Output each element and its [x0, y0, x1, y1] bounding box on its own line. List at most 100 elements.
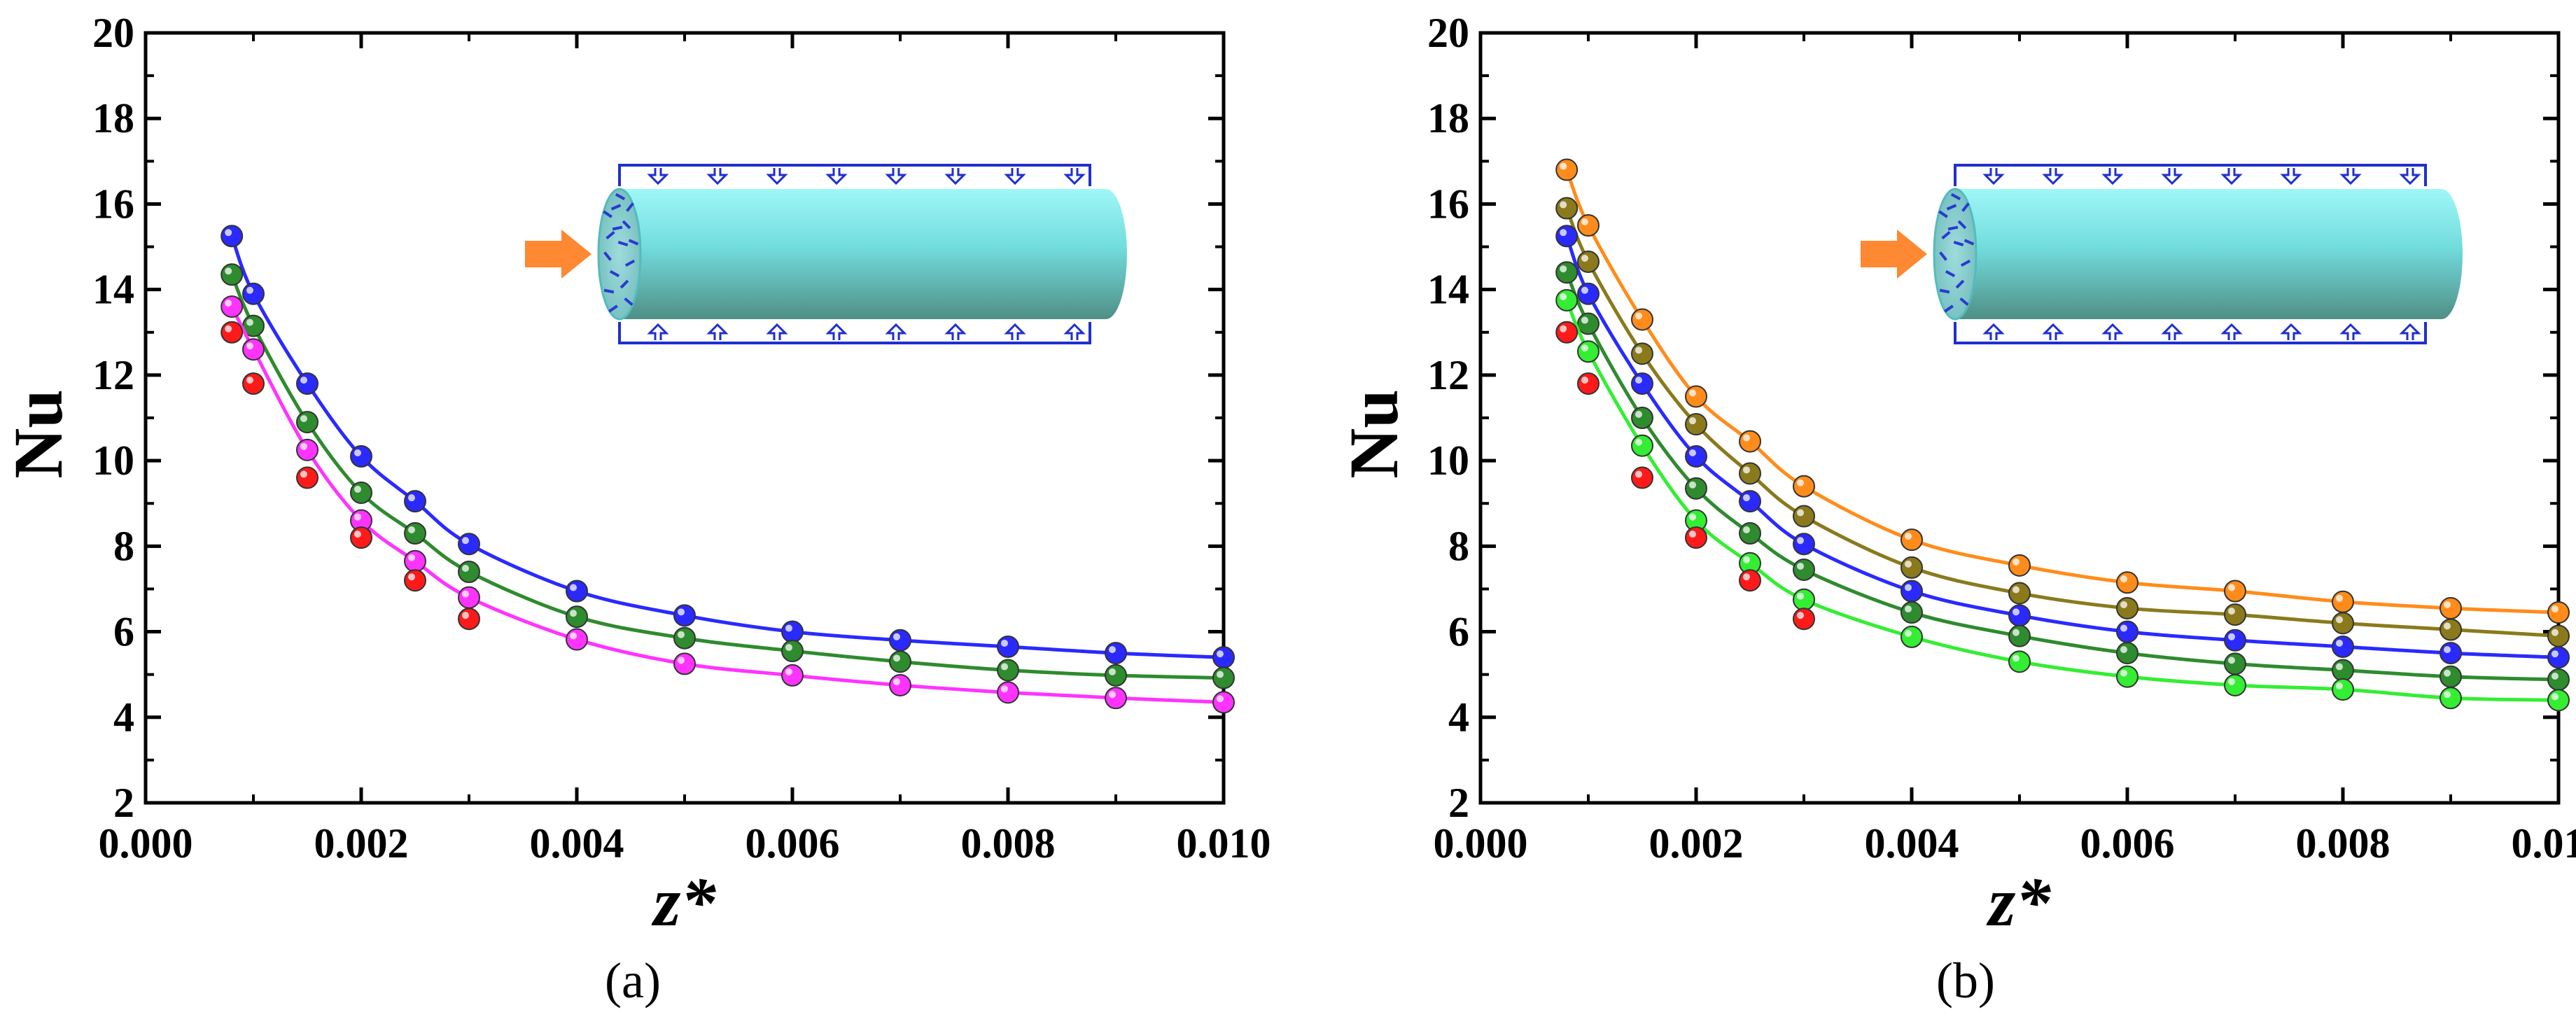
y-tick-label: 14 [1427, 267, 1469, 313]
data-point-highlight-green [1797, 562, 1804, 570]
data-point-highlight-blue [785, 624, 792, 632]
data-point-olive [2116, 596, 2138, 619]
data-point-highlight-olive [1689, 417, 1696, 425]
data-point-highlight-green [678, 631, 685, 638]
data-point-highlight-lime [1635, 438, 1642, 446]
data-point-blue [1631, 372, 1653, 395]
data-point-red [404, 569, 426, 592]
particle-mark [1953, 241, 1964, 246]
heat-flux-arrow-icon [2339, 168, 2362, 185]
particle-mark [612, 225, 623, 231]
data-point-highlight-olive [2120, 601, 2127, 608]
data-point-olive [1631, 342, 1653, 365]
particle-mark [1955, 279, 1965, 289]
data-point-green [1900, 601, 1923, 624]
particle-mark [615, 192, 626, 201]
data-point-highlight-olive [1581, 254, 1588, 262]
y-axis-title: Nu [0, 389, 77, 479]
particle-mark [624, 259, 636, 267]
data-point-highlight-olive [1635, 346, 1642, 354]
data-point-blue [1900, 580, 1923, 603]
data-point-highlight-orange [2012, 558, 2019, 566]
heat-flux-arrow-icon [2220, 168, 2243, 185]
data-point-highlight-lime [1689, 513, 1696, 521]
data-point-olive [1793, 505, 1815, 528]
data-point-highlight-orange [1635, 312, 1642, 320]
y-tick-label: 10 [1427, 437, 1469, 484]
data-point-highlight-magenta [785, 668, 792, 675]
heat-flux-arrow-icon [825, 168, 848, 185]
data-point-highlight-green [408, 526, 415, 533]
heat-flux-arrow-icon [706, 323, 729, 340]
data-point-green [404, 522, 426, 545]
data-point-highlight-blue [2012, 608, 2019, 616]
top-flux-bracket [1954, 164, 2427, 186]
data-point-blue [1793, 533, 1815, 556]
cylinder-body [1955, 189, 2463, 319]
data-point-magenta [997, 681, 1019, 704]
heat-flux-arrow-icon [1004, 168, 1026, 185]
particle-mark [1939, 251, 1947, 261]
y-axis-title: Nu [1335, 389, 1413, 479]
x-tick-label: 0.008 [961, 820, 1056, 867]
particle-mark [1946, 204, 1957, 211]
data-point-highlight-orange [1560, 162, 1567, 170]
data-point-blue [2224, 629, 2246, 652]
data-point-highlight-orange [1905, 533, 1912, 540]
data-point-lime [1631, 434, 1653, 457]
heat-flux-arrows-bottom [1982, 323, 2421, 340]
data-point-highlight-blue [300, 377, 307, 384]
data-point-green [458, 561, 480, 583]
data-point-highlight-red [1560, 325, 1567, 332]
data-point-orange [2116, 571, 2138, 594]
data-point-magenta [242, 338, 265, 361]
particle-mark [628, 239, 639, 246]
data-point-highlight-orange [2336, 594, 2343, 602]
axis-ticks [144, 31, 1226, 805]
data-point-highlight-green [1689, 481, 1696, 489]
y-tick-label: 18 [92, 95, 134, 141]
data-point-highlight-green [2552, 673, 2558, 680]
data-point-lime [1900, 625, 1923, 648]
data-point-highlight-green [2120, 646, 2127, 654]
heat-flux-arrow-icon [1004, 323, 1026, 340]
series-line-lime [1564, 299, 2559, 702]
x-tick-label: 0.010 [1177, 820, 1271, 867]
particle-mark [617, 241, 629, 246]
x-tick-label: 0.006 [746, 820, 840, 867]
data-point-blue [1105, 642, 1127, 665]
y-tick-label: 6 [113, 609, 134, 655]
data-point-highlight-red [1743, 573, 1750, 581]
heat-flux-arrows-top [1982, 168, 2421, 185]
data-point-highlight-blue [570, 584, 577, 591]
data-point-highlight-lime [1581, 344, 1588, 352]
particle-mark [1963, 239, 1975, 246]
data-point-highlight-blue [225, 229, 232, 237]
data-point-lime [1793, 588, 1815, 611]
heat-flux-arrow-icon [825, 323, 848, 340]
data-point-red [350, 526, 372, 549]
y-tick-label: 10 [92, 437, 134, 484]
data-point-blue [458, 533, 480, 556]
heat-flux-arrow-icon [944, 323, 967, 340]
particle-mark [1944, 304, 1954, 313]
data-point-highlight-magenta [246, 342, 253, 350]
data-point-highlight-olive [1797, 509, 1804, 517]
data-point-highlight-orange [1797, 479, 1804, 486]
particle-mark [1947, 225, 1959, 231]
bottom-flux-bracket [618, 322, 1091, 344]
data-point-orange [1793, 475, 1815, 498]
panel-label: (a) [605, 953, 661, 1009]
data-point-highlight-olive [1743, 466, 1750, 474]
data-point-lime [2008, 650, 2031, 673]
data-point-orange [1685, 385, 1707, 408]
data-point-blue [1739, 490, 1761, 513]
data-point-red [296, 466, 318, 489]
data-point-olive [1685, 413, 1707, 436]
y-tick-label: 18 [1427, 95, 1469, 141]
data-point-green [2116, 642, 2138, 665]
data-point-blue [2440, 642, 2462, 665]
data-point-magenta [781, 664, 804, 687]
data-point-highlight-magenta [225, 300, 232, 307]
data-point-highlight-orange [2552, 605, 2558, 613]
